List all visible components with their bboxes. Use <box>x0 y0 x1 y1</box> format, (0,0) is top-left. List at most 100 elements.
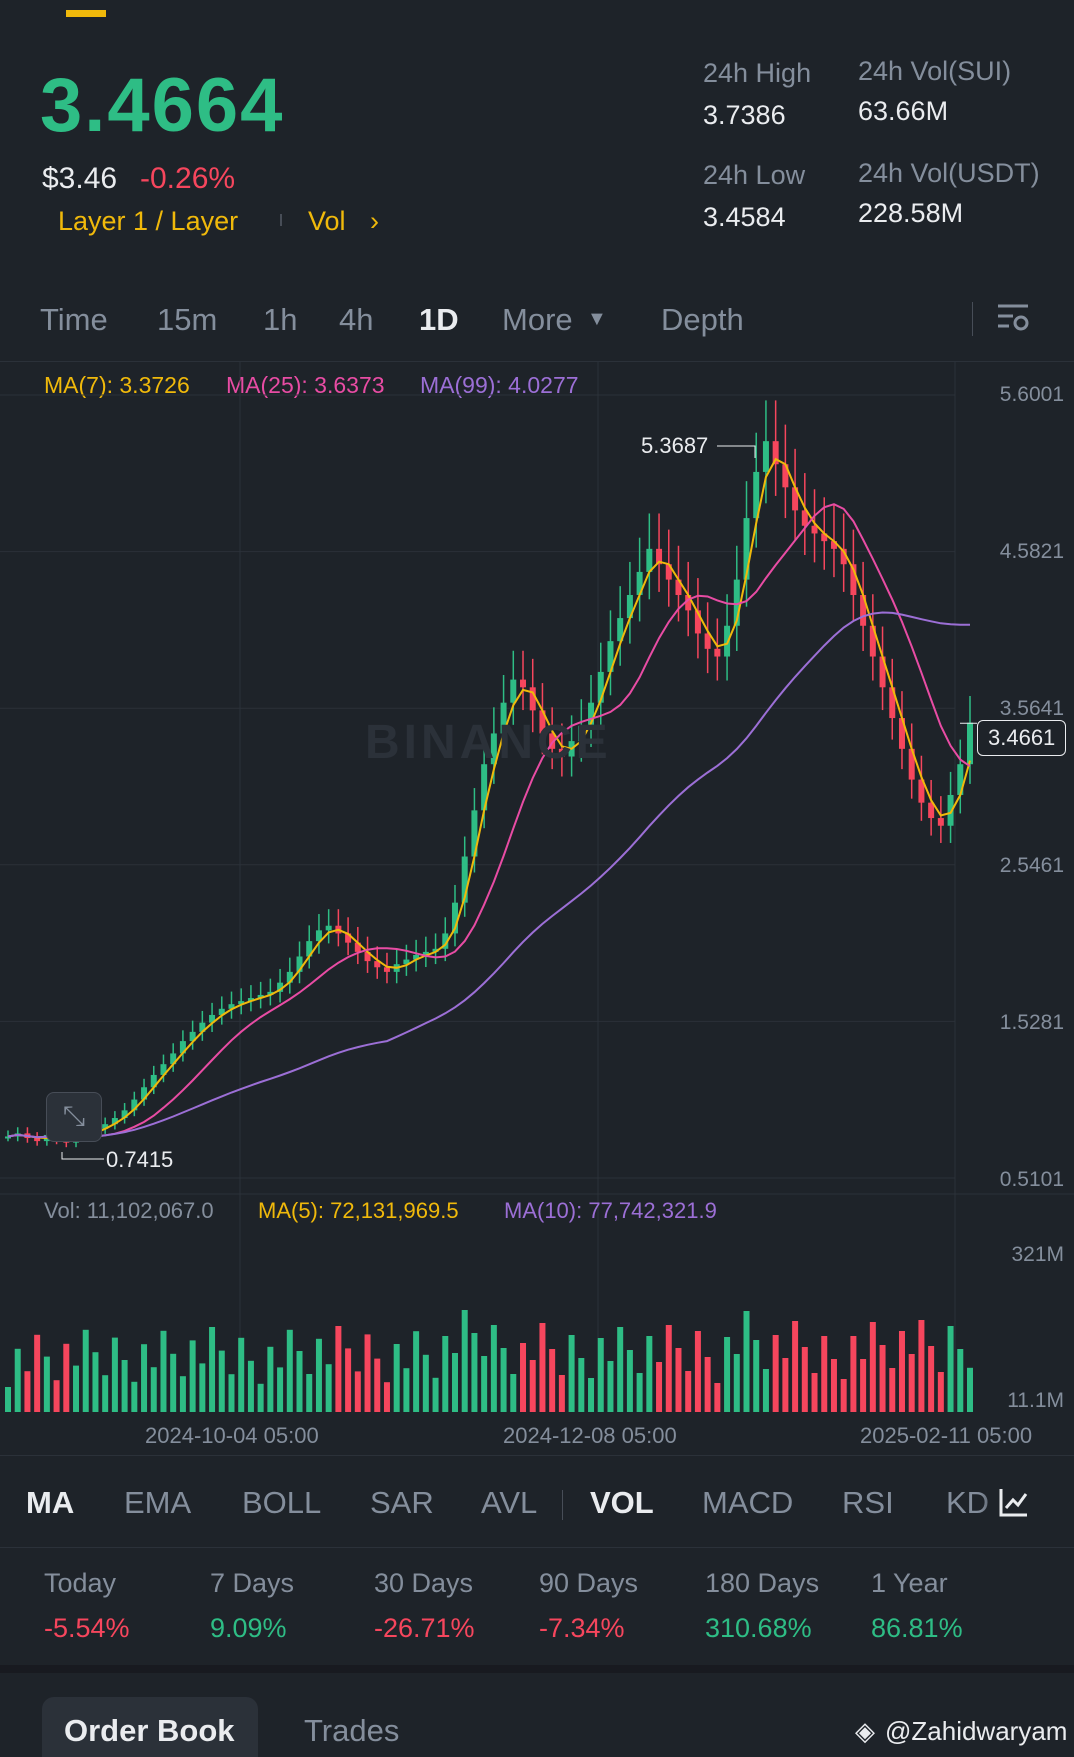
high-marker-line <box>717 445 756 458</box>
tab-macd[interactable]: MACD <box>702 1485 794 1520</box>
vol-tag[interactable]: Vol <box>308 206 346 236</box>
volume-bar <box>170 1353 177 1412</box>
active-tab-indicator <box>66 10 106 17</box>
ma25-legend: MA(25): 3.6373 <box>226 372 385 398</box>
candle-body <box>879 656 886 688</box>
candle-body <box>597 671 604 703</box>
perf-value: -26.71% <box>374 1613 475 1643</box>
candle-body <box>383 967 390 972</box>
tab-boll[interactable]: BOLL <box>242 1485 322 1520</box>
volume-bar <box>14 1348 21 1412</box>
category-tag[interactable]: Layer 1 / Layer <box>58 206 239 236</box>
section-gap <box>0 1665 1074 1673</box>
candle-body <box>704 633 711 649</box>
volume-bar <box>860 1359 867 1412</box>
vol-ma10-legend: MA(10): 77,742,321.9 <box>504 1198 717 1223</box>
volume-tick: 11.1M <box>1007 1389 1064 1412</box>
candle-body <box>792 487 799 511</box>
candle-body <box>490 733 497 765</box>
volume-bar <box>490 1325 497 1412</box>
volume-bar <box>481 1356 488 1412</box>
chevron-right-icon[interactable]: › <box>370 206 379 236</box>
x-tick: 2025-02-11 05:00 <box>860 1423 1033 1448</box>
volume-bar <box>257 1383 264 1412</box>
tab-avl[interactable]: AVL <box>481 1485 538 1520</box>
volume-bar <box>199 1363 206 1412</box>
candle-body <box>413 954 420 960</box>
vol-base-label: 24h Vol(SUI) <box>858 56 1012 86</box>
high-24h-label: 24h High <box>703 58 812 88</box>
divider <box>0 361 1074 362</box>
volume-bar <box>238 1337 245 1412</box>
candle-body <box>685 594 692 611</box>
candle-body <box>209 1014 216 1023</box>
candle-body <box>345 933 352 943</box>
candle-body <box>928 802 935 819</box>
candle-body <box>753 471 760 519</box>
candle-body <box>665 564 672 580</box>
timeframe-1h[interactable]: 1h <box>263 302 298 337</box>
volume-bar <box>471 1333 478 1412</box>
perf-value: -7.34% <box>539 1613 625 1643</box>
volume-bar <box>675 1348 682 1412</box>
tab-order-book[interactable]: Order Book <box>64 1713 235 1748</box>
volume-bar <box>694 1331 701 1412</box>
candle-body <box>422 951 429 955</box>
tab-ma[interactable]: MA <box>26 1485 75 1520</box>
tab-trades[interactable]: Trades <box>304 1713 400 1748</box>
candle-body <box>442 933 449 949</box>
candle-body <box>247 998 254 1002</box>
timeframe-more[interactable]: More <box>502 302 573 337</box>
tab-rsi[interactable]: RSI <box>842 1485 894 1520</box>
volume-bar <box>937 1372 944 1412</box>
tab-ema[interactable]: EMA <box>124 1485 192 1520</box>
volume-bar <box>383 1382 390 1412</box>
candle-body <box>724 625 731 657</box>
candle-body <box>111 1118 118 1125</box>
candle-body <box>199 1022 206 1032</box>
candle-body <box>937 818 944 826</box>
vol-ma5-legend: MA(5): 72,131,969.5 <box>258 1198 459 1223</box>
perf-value: -5.54% <box>44 1613 130 1643</box>
volume-bar <box>34 1334 41 1412</box>
timeframe-15m[interactable]: 15m <box>157 302 218 337</box>
chart-settings-icon[interactable] <box>995 300 1031 336</box>
tab-sar[interactable]: SAR <box>370 1485 434 1520</box>
volume-bar <box>267 1346 274 1412</box>
volume-bar <box>743 1311 750 1412</box>
price-chart[interactable] <box>0 362 1074 1452</box>
timeframe-4h[interactable]: 4h <box>339 302 374 337</box>
timeframe-1d[interactable]: 1D <box>419 302 459 337</box>
volume-bar <box>121 1360 128 1412</box>
timeframe-time[interactable]: Time <box>40 302 108 337</box>
indicator-settings-icon[interactable] <box>998 1486 1030 1518</box>
x-tick: 2024-10-04 05:00 <box>145 1423 319 1448</box>
candle-body <box>694 610 701 634</box>
volume-bar <box>364 1334 371 1412</box>
candle-body <box>315 930 322 942</box>
current-price-label: 3.4661 <box>977 720 1067 756</box>
volume-bar <box>296 1351 303 1412</box>
candle-body <box>296 956 303 972</box>
timeframe-depth[interactable]: Depth <box>661 302 744 337</box>
volume-bar <box>413 1331 420 1412</box>
candle-body <box>898 718 905 749</box>
caret-down-icon[interactable]: ▼ <box>587 308 607 330</box>
volume-bar <box>539 1323 546 1412</box>
volume-bar <box>325 1364 332 1412</box>
vol-base-value: 63.66M <box>858 96 949 126</box>
volume-bar <box>247 1360 254 1412</box>
volume-bar <box>189 1340 196 1412</box>
candle-body <box>714 648 721 657</box>
volume-bar <box>218 1350 225 1412</box>
volume-bar <box>374 1358 381 1412</box>
volume-bar <box>646 1336 653 1412</box>
volume-bar <box>63 1343 70 1412</box>
price-tick: 0.5101 <box>999 1168 1064 1191</box>
candle-body <box>510 679 517 703</box>
expand-icon[interactable]: ⤡ <box>46 1092 102 1142</box>
tab-vol[interactable]: VOL <box>590 1485 654 1520</box>
candle-body <box>500 702 507 734</box>
order-book-tab-bg[interactable] <box>42 1697 258 1757</box>
candle-body <box>141 1087 148 1100</box>
